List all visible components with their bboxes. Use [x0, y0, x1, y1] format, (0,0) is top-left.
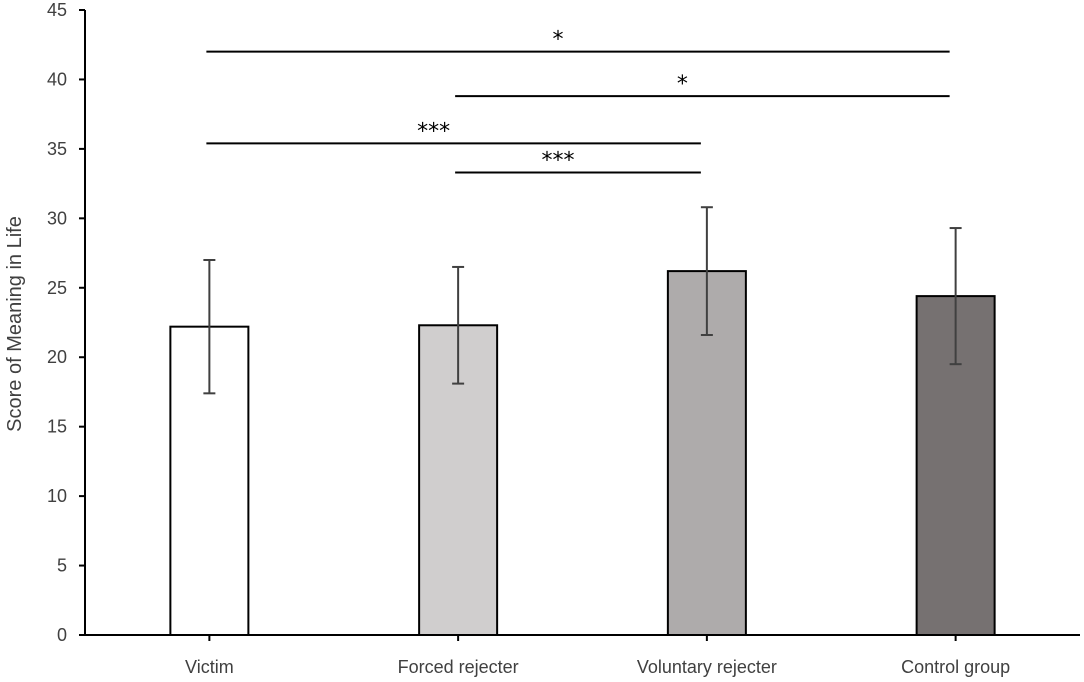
y-tick-label-15: 15	[47, 417, 67, 437]
x-tick-label-3: Voluntary rejecter	[637, 657, 777, 677]
y-tick-label-20: 20	[47, 347, 67, 367]
significance-label-3: ***	[417, 119, 450, 144]
y-tick-label-35: 35	[47, 139, 67, 159]
y-tick-label-30: 30	[47, 208, 67, 228]
significance-label-1: *	[553, 28, 564, 53]
y-tick-label-40: 40	[47, 69, 67, 89]
significance-layer: ********	[206, 28, 950, 174]
y-axis-title: Score of Meaning in Life	[4, 216, 26, 432]
significance-label-2: *	[677, 72, 688, 97]
y-tick-label-25: 25	[47, 278, 67, 298]
y-tick-label-10: 10	[47, 486, 67, 506]
y-tick-label-45: 45	[47, 0, 67, 20]
y-tick-label-0: 0	[57, 625, 67, 645]
significance-label-4: ***	[542, 149, 575, 174]
y-tick-label-5: 5	[57, 556, 67, 576]
error-bars-layer	[203, 206, 962, 395]
x-tick-label-4: Control group	[901, 657, 1010, 677]
x-tick-label-2: Forced rejecter	[398, 657, 519, 677]
axes-layer: Victim Forced rejecter Voluntary rejecter C…	[47, 0, 1080, 677]
bars-layer	[169, 270, 996, 636]
x-tick-label-1: Victim	[185, 657, 234, 677]
